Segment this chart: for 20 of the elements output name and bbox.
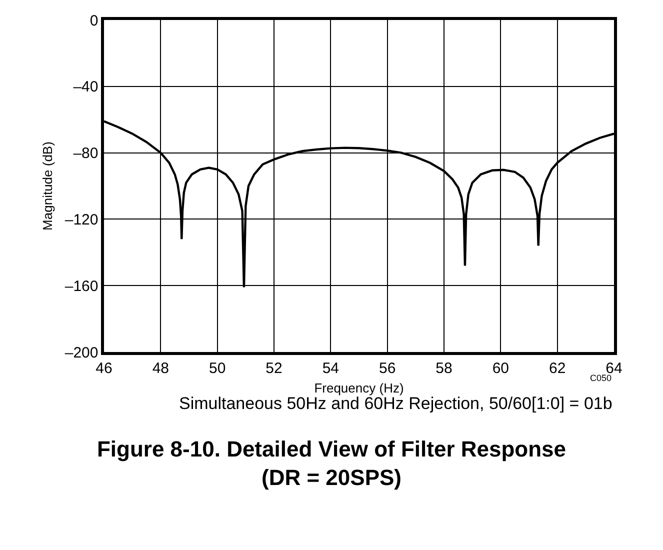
y-axis-title: Magnitude (dB) (40, 142, 55, 230)
text: Simultaneous 50Hz and 60Hz Rejection, 50/60[1:0] = 01b (179, 394, 612, 413)
x-tick-label: 48 (152, 360, 170, 377)
y-tick-label: –160 (64, 278, 98, 295)
text: Figure 8-10. Detailed View of Filter Response (DR = 20SPS) (96, 436, 566, 490)
text: C050 (590, 373, 612, 383)
x-tick-label: 46 (96, 360, 112, 377)
y-tick-label: –200 (64, 344, 98, 362)
x-axis-title: Frequency (Hz) (314, 380, 404, 396)
x-tick-label: 58 (436, 360, 452, 377)
x-tick-label: 54 (322, 360, 340, 377)
y-tick-label: 0 (90, 12, 98, 30)
y-tick-label: –40 (73, 78, 98, 96)
x-tick-label: 60 (492, 360, 510, 377)
x-tick-label: 56 (378, 360, 396, 377)
x-tick-label: 50 (208, 360, 226, 377)
y-tick-label: –80 (73, 145, 98, 162)
y-tick-label: –120 (64, 211, 98, 228)
x-tick-label: 52 (266, 360, 282, 377)
x-tick-label: 62 (548, 360, 566, 377)
